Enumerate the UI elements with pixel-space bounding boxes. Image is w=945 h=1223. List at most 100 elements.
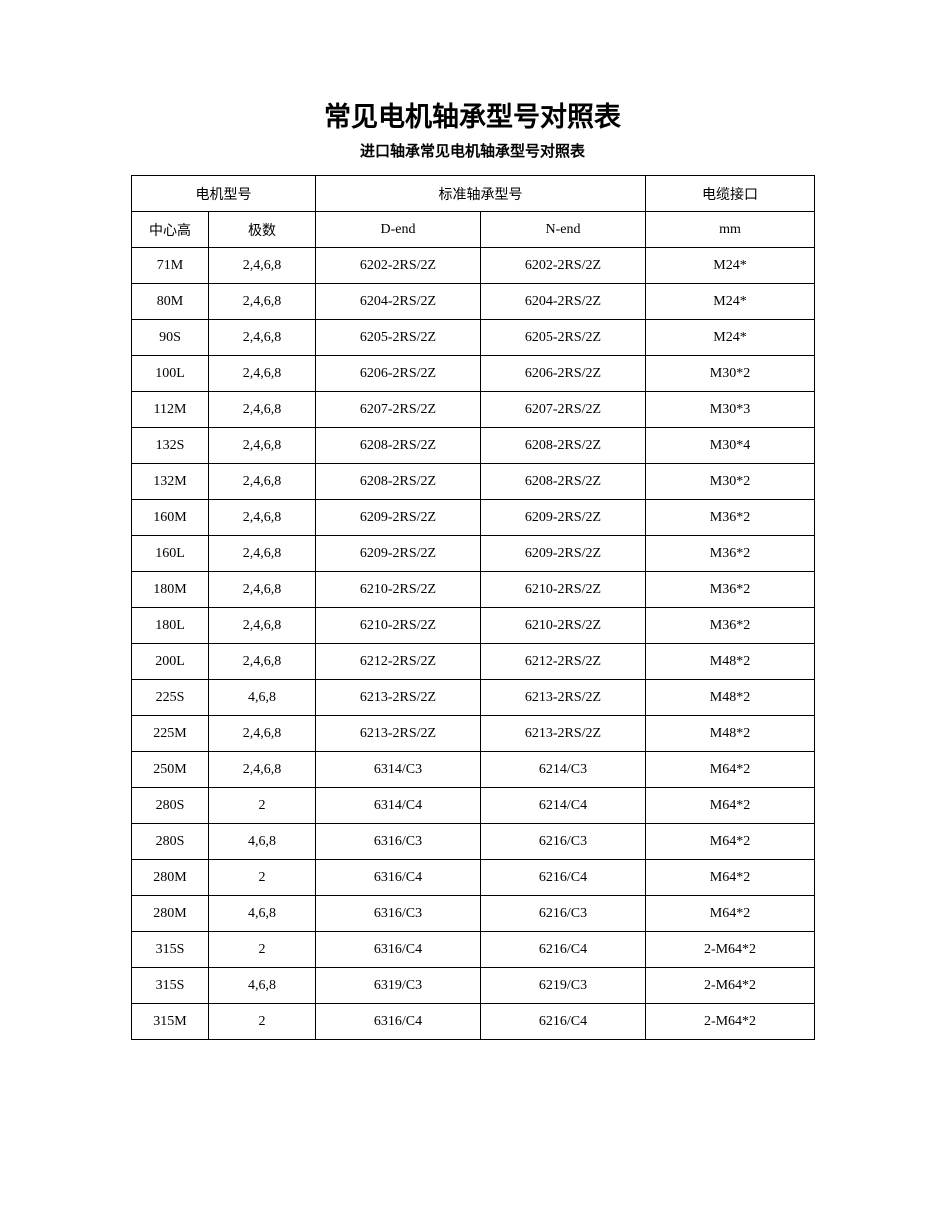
cell-center-height: 225S — [132, 680, 209, 716]
cell-cable: M36*2 — [646, 572, 815, 608]
cell-cable: M30*2 — [646, 356, 815, 392]
cell-center-height: 280S — [132, 824, 209, 860]
cell-center-height: 112M — [132, 392, 209, 428]
table-row: 200L2,4,6,86212-2RS/2Z6212-2RS/2ZM48*2 — [132, 644, 815, 680]
cell-n-end: 6205-2RS/2Z — [481, 320, 646, 356]
table-row: 112M2,4,6,86207-2RS/2Z6207-2RS/2ZM30*3 — [132, 392, 815, 428]
cell-center-height: 180L — [132, 608, 209, 644]
cell-center-height: 132M — [132, 464, 209, 500]
cell-center-height: 315S — [132, 932, 209, 968]
header-center-height: 中心高 — [132, 212, 209, 248]
table-row: 280S4,6,86316/C36216/C3M64*2 — [132, 824, 815, 860]
header-d-end: D-end — [316, 212, 481, 248]
cell-poles: 2,4,6,8 — [209, 608, 316, 644]
cell-cable: M64*2 — [646, 860, 815, 896]
cell-cable: M64*2 — [646, 752, 815, 788]
cell-n-end: 6213-2RS/2Z — [481, 680, 646, 716]
cell-d-end: 6319/C3 — [316, 968, 481, 1004]
cell-center-height: 160M — [132, 500, 209, 536]
header-row-2: 中心高 极数 D-end N-end mm — [132, 212, 815, 248]
table-container: 电机型号 标准轴承型号 电缆接口 中心高 极数 D-end N-end mm 7… — [131, 175, 814, 1040]
cell-poles: 2,4,6,8 — [209, 644, 316, 680]
header-bearing-model: 标准轴承型号 — [316, 176, 646, 212]
cell-cable: M24* — [646, 284, 815, 320]
cell-center-height: 90S — [132, 320, 209, 356]
cell-center-height: 315M — [132, 1004, 209, 1040]
table-row: 250M2,4,6,86314/C36214/C3M64*2 — [132, 752, 815, 788]
cell-d-end: 6209-2RS/2Z — [316, 536, 481, 572]
cell-center-height: 160L — [132, 536, 209, 572]
table-row: 160L2,4,6,86209-2RS/2Z6209-2RS/2ZM36*2 — [132, 536, 815, 572]
table-body: 71M2,4,6,86202-2RS/2Z6202-2RS/2ZM24*80M2… — [132, 248, 815, 1040]
cell-poles: 4,6,8 — [209, 896, 316, 932]
cell-poles: 2,4,6,8 — [209, 428, 316, 464]
cell-center-height: 280S — [132, 788, 209, 824]
cell-poles: 2,4,6,8 — [209, 464, 316, 500]
bearing-table: 电机型号 标准轴承型号 电缆接口 中心高 极数 D-end N-end mm 7… — [131, 175, 815, 1040]
cell-n-end: 6216/C3 — [481, 896, 646, 932]
cell-center-height: 280M — [132, 860, 209, 896]
cell-poles: 2,4,6,8 — [209, 284, 316, 320]
cell-d-end: 6213-2RS/2Z — [316, 680, 481, 716]
cell-center-height: 200L — [132, 644, 209, 680]
cell-cable: M48*2 — [646, 680, 815, 716]
cell-cable: M48*2 — [646, 716, 815, 752]
cell-poles: 2 — [209, 1004, 316, 1040]
cell-d-end: 6207-2RS/2Z — [316, 392, 481, 428]
cell-poles: 2,4,6,8 — [209, 716, 316, 752]
cell-n-end: 6216/C4 — [481, 860, 646, 896]
table-row: 160M2,4,6,86209-2RS/2Z6209-2RS/2ZM36*2 — [132, 500, 815, 536]
cell-cable: M48*2 — [646, 644, 815, 680]
cell-n-end: 6212-2RS/2Z — [481, 644, 646, 680]
cell-poles: 2,4,6,8 — [209, 320, 316, 356]
cell-n-end: 6208-2RS/2Z — [481, 464, 646, 500]
table-row: 225M2,4,6,86213-2RS/2Z6213-2RS/2ZM48*2 — [132, 716, 815, 752]
table-row: 80M2,4,6,86204-2RS/2Z6204-2RS/2ZM24* — [132, 284, 815, 320]
cell-poles: 4,6,8 — [209, 968, 316, 1004]
cell-d-end: 6202-2RS/2Z — [316, 248, 481, 284]
cell-n-end: 6216/C3 — [481, 824, 646, 860]
cell-d-end: 6316/C3 — [316, 824, 481, 860]
cell-n-end: 6219/C3 — [481, 968, 646, 1004]
cell-center-height: 250M — [132, 752, 209, 788]
cell-d-end: 6314/C4 — [316, 788, 481, 824]
cell-d-end: 6205-2RS/2Z — [316, 320, 481, 356]
header-cable-unit: mm — [646, 212, 815, 248]
cell-poles: 2,4,6,8 — [209, 248, 316, 284]
cell-n-end: 6214/C3 — [481, 752, 646, 788]
page-subtitle: 进口轴承常见电机轴承型号对照表 — [0, 140, 945, 161]
cell-center-height: 225M — [132, 716, 209, 752]
table-row: 280M26316/C46216/C4M64*2 — [132, 860, 815, 896]
cell-d-end: 6316/C4 — [316, 932, 481, 968]
table-row: 280S26314/C46214/C4M64*2 — [132, 788, 815, 824]
cell-d-end: 6204-2RS/2Z — [316, 284, 481, 320]
cell-n-end: 6209-2RS/2Z — [481, 500, 646, 536]
cell-n-end: 6202-2RS/2Z — [481, 248, 646, 284]
cell-d-end: 6210-2RS/2Z — [316, 572, 481, 608]
cell-d-end: 6314/C3 — [316, 752, 481, 788]
cell-cable: M36*2 — [646, 608, 815, 644]
cell-center-height: 315S — [132, 968, 209, 1004]
table-row: 132S2,4,6,86208-2RS/2Z6208-2RS/2ZM30*4 — [132, 428, 815, 464]
cell-poles: 2,4,6,8 — [209, 392, 316, 428]
cell-poles: 2,4,6,8 — [209, 572, 316, 608]
table-row: 180L2,4,6,86210-2RS/2Z6210-2RS/2ZM36*2 — [132, 608, 815, 644]
cell-center-height: 180M — [132, 572, 209, 608]
cell-d-end: 6206-2RS/2Z — [316, 356, 481, 392]
cell-n-end: 6207-2RS/2Z — [481, 392, 646, 428]
table-row: 180M2,4,6,86210-2RS/2Z6210-2RS/2ZM36*2 — [132, 572, 815, 608]
cell-cable: M36*2 — [646, 536, 815, 572]
cell-cable: M24* — [646, 320, 815, 356]
cell-d-end: 6212-2RS/2Z — [316, 644, 481, 680]
header-poles: 极数 — [209, 212, 316, 248]
cell-n-end: 6208-2RS/2Z — [481, 428, 646, 464]
header-n-end: N-end — [481, 212, 646, 248]
table-row: 71M2,4,6,86202-2RS/2Z6202-2RS/2ZM24* — [132, 248, 815, 284]
table-row: 90S2,4,6,86205-2RS/2Z6205-2RS/2ZM24* — [132, 320, 815, 356]
page-title: 常见电机轴承型号对照表 — [0, 95, 945, 134]
cell-poles: 2,4,6,8 — [209, 356, 316, 392]
cell-poles: 4,6,8 — [209, 824, 316, 860]
cell-poles: 2 — [209, 860, 316, 896]
cell-d-end: 6213-2RS/2Z — [316, 716, 481, 752]
cell-cable: M36*2 — [646, 500, 815, 536]
